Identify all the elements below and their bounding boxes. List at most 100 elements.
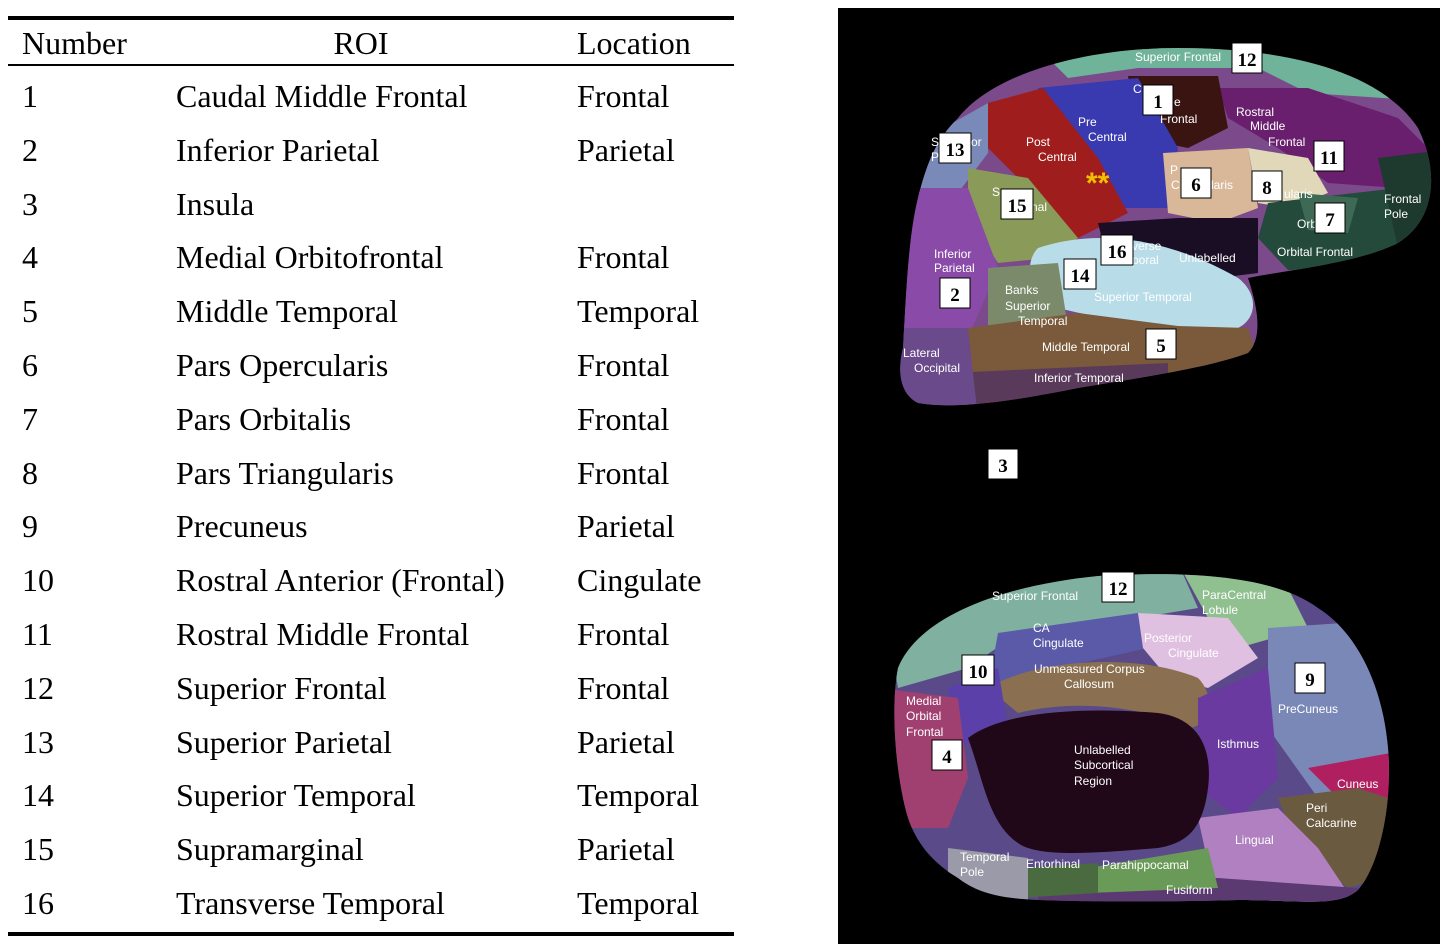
row-location: Frontal — [577, 669, 670, 706]
row-number: 2 — [22, 131, 38, 168]
row-roi: Supramarginal — [176, 831, 364, 868]
roi-table: Number ROI Location 1 Caudal Middle Front… — [8, 16, 734, 936]
label-ca: CA — [1033, 621, 1050, 635]
svg-text:16: 16 — [1108, 242, 1127, 263]
row-number: 4 — [22, 239, 38, 276]
row-location: Cingulate — [577, 562, 702, 599]
row-roi: Pars Orbitalis — [176, 400, 352, 437]
label-lateral: Lateral — [903, 346, 940, 360]
row-roi: Superior Temporal — [176, 777, 416, 814]
table-bottom-rule — [8, 932, 734, 936]
label-post: Post — [1026, 135, 1051, 149]
lateral-region-labels: Superior Frontal C e Frontal Pre Central… — [903, 50, 1421, 385]
label-rostral: Rostral — [1236, 105, 1274, 119]
row-roi: Medial Orbitofrontal — [176, 239, 444, 276]
label-pre: Pre — [1078, 115, 1097, 129]
row-location: Parietal — [577, 508, 675, 545]
label-entorhinal: Entorhinal — [1026, 857, 1080, 871]
number-box-8: 8 — [1251, 170, 1283, 202]
header-number: Number — [22, 25, 127, 61]
label-frontal-pole-1: Frontal — [1384, 192, 1421, 206]
label-posterior-cingulate: Cingulate — [1168, 646, 1219, 660]
number-box-13: 13 — [938, 132, 972, 164]
number-box-4: 4 — [931, 739, 963, 771]
medial-region-labels: Superior Frontal ParaCentral Lobule CA C… — [906, 588, 1378, 897]
label-superior-temporal: Superior Temporal — [1094, 290, 1192, 304]
row-roi: Inferior Parietal — [176, 131, 380, 168]
label-parietal: Parietal — [934, 261, 975, 275]
svg-text:6: 6 — [1191, 175, 1201, 196]
label-cuneus: Cuneus — [1337, 777, 1378, 791]
label-temporal-pole-1: Temporal — [960, 850, 1009, 864]
number-box-11: 11 — [1313, 140, 1345, 172]
number-box-14: 14 — [1063, 258, 1097, 290]
svg-text:7: 7 — [1325, 210, 1335, 231]
header-roi: ROI — [333, 25, 389, 61]
row-number: 3 — [22, 185, 38, 222]
svg-text:10: 10 — [969, 662, 988, 683]
label-supramarginal-s: S — [992, 185, 1000, 199]
svg-text:12: 12 — [1238, 50, 1257, 71]
label-fusiform: Fusiform — [1166, 883, 1213, 897]
row-number: 13 — [22, 723, 54, 760]
lateral-number-boxes: 12 1 13 11 6 8 15 7 16 14 2 5 3 — [938, 42, 1346, 480]
row-number: 1 — [22, 78, 38, 114]
label-occipital: Occipital — [914, 361, 960, 375]
table-top-rule — [8, 16, 734, 20]
label-inferior-temporal: Inferior Temporal — [1034, 371, 1124, 385]
label-peri: Peri — [1306, 801, 1327, 815]
svg-text:15: 15 — [1008, 196, 1027, 217]
number-box-12-lateral: 12 — [1231, 42, 1263, 74]
label-opercularis-c: C — [1171, 178, 1180, 192]
row-number: 14 — [22, 777, 54, 814]
row-roi: Caudal Middle Frontal — [176, 78, 468, 114]
row-roi: Rostral Anterior (Frontal) — [176, 562, 505, 599]
label-superior-p: P — [931, 150, 939, 164]
row-location: Temporal — [577, 293, 700, 330]
number-box-9: 9 — [1294, 662, 1326, 694]
medial-number-boxes: 12 10 9 4 — [931, 571, 1326, 771]
label-posterior: Posterior — [1144, 631, 1192, 645]
brain-parcellation-figure: Superior Frontal C e Frontal Pre Central… — [838, 8, 1440, 944]
label-banks-temporal: Temporal — [1018, 314, 1067, 328]
row-location: Frontal — [577, 78, 670, 114]
number-box-3: 3 — [987, 448, 1019, 480]
svg-text:13: 13 — [946, 140, 965, 161]
label-calcarine: Calcarine — [1306, 816, 1357, 830]
row-location: Temporal — [577, 777, 700, 814]
row-roi: Pars Triangularis — [176, 454, 394, 491]
label-ca-cingulate: Cingulate — [1033, 636, 1084, 650]
svg-text:2: 2 — [950, 285, 960, 306]
label-post-central: Central — [1038, 150, 1077, 164]
label-caudal-e: e — [1174, 95, 1181, 109]
row-location: Frontal — [577, 400, 670, 437]
number-box-1: 1 — [1142, 84, 1174, 116]
label-unlabelled-2: Subcortical — [1074, 758, 1133, 772]
row-roi: Precuneus — [176, 508, 308, 545]
label-superior-frontal-medial: Superior Frontal — [992, 589, 1078, 603]
label-superior-frontal-lateral: Superior Frontal — [1135, 50, 1221, 64]
row-roi: Transverse Temporal — [176, 885, 445, 921]
label-opercularis-p: P — [1170, 163, 1178, 177]
number-box-5: 5 — [1145, 328, 1177, 360]
number-box-10: 10 — [961, 654, 995, 686]
label-orbital: Orbital — [906, 709, 941, 723]
label-inferior: Inferior — [934, 247, 971, 261]
label-triangularis: ularis — [1284, 187, 1313, 201]
row-number: 9 — [22, 508, 38, 545]
svg-text:11: 11 — [1320, 148, 1338, 169]
row-location: Temporal — [577, 885, 700, 921]
label-medial: Medial — [906, 694, 941, 708]
label-unlabelled-lateral: Unlabelled — [1179, 251, 1236, 265]
row-number: 11 — [22, 616, 53, 652]
row-location: Parietal — [577, 131, 675, 168]
row-roi: Pars Opercularis — [176, 347, 389, 383]
row-roi: Superior Frontal — [176, 669, 387, 706]
label-lingual: Lingual — [1235, 833, 1274, 847]
row-number: 5 — [22, 293, 38, 330]
label-caudal-c: C — [1133, 82, 1142, 96]
svg-text:9: 9 — [1305, 670, 1315, 691]
label-orbital-frontal: Orbital Frontal — [1277, 245, 1353, 259]
header-location: Location — [577, 25, 691, 61]
row-number: 8 — [22, 454, 38, 491]
